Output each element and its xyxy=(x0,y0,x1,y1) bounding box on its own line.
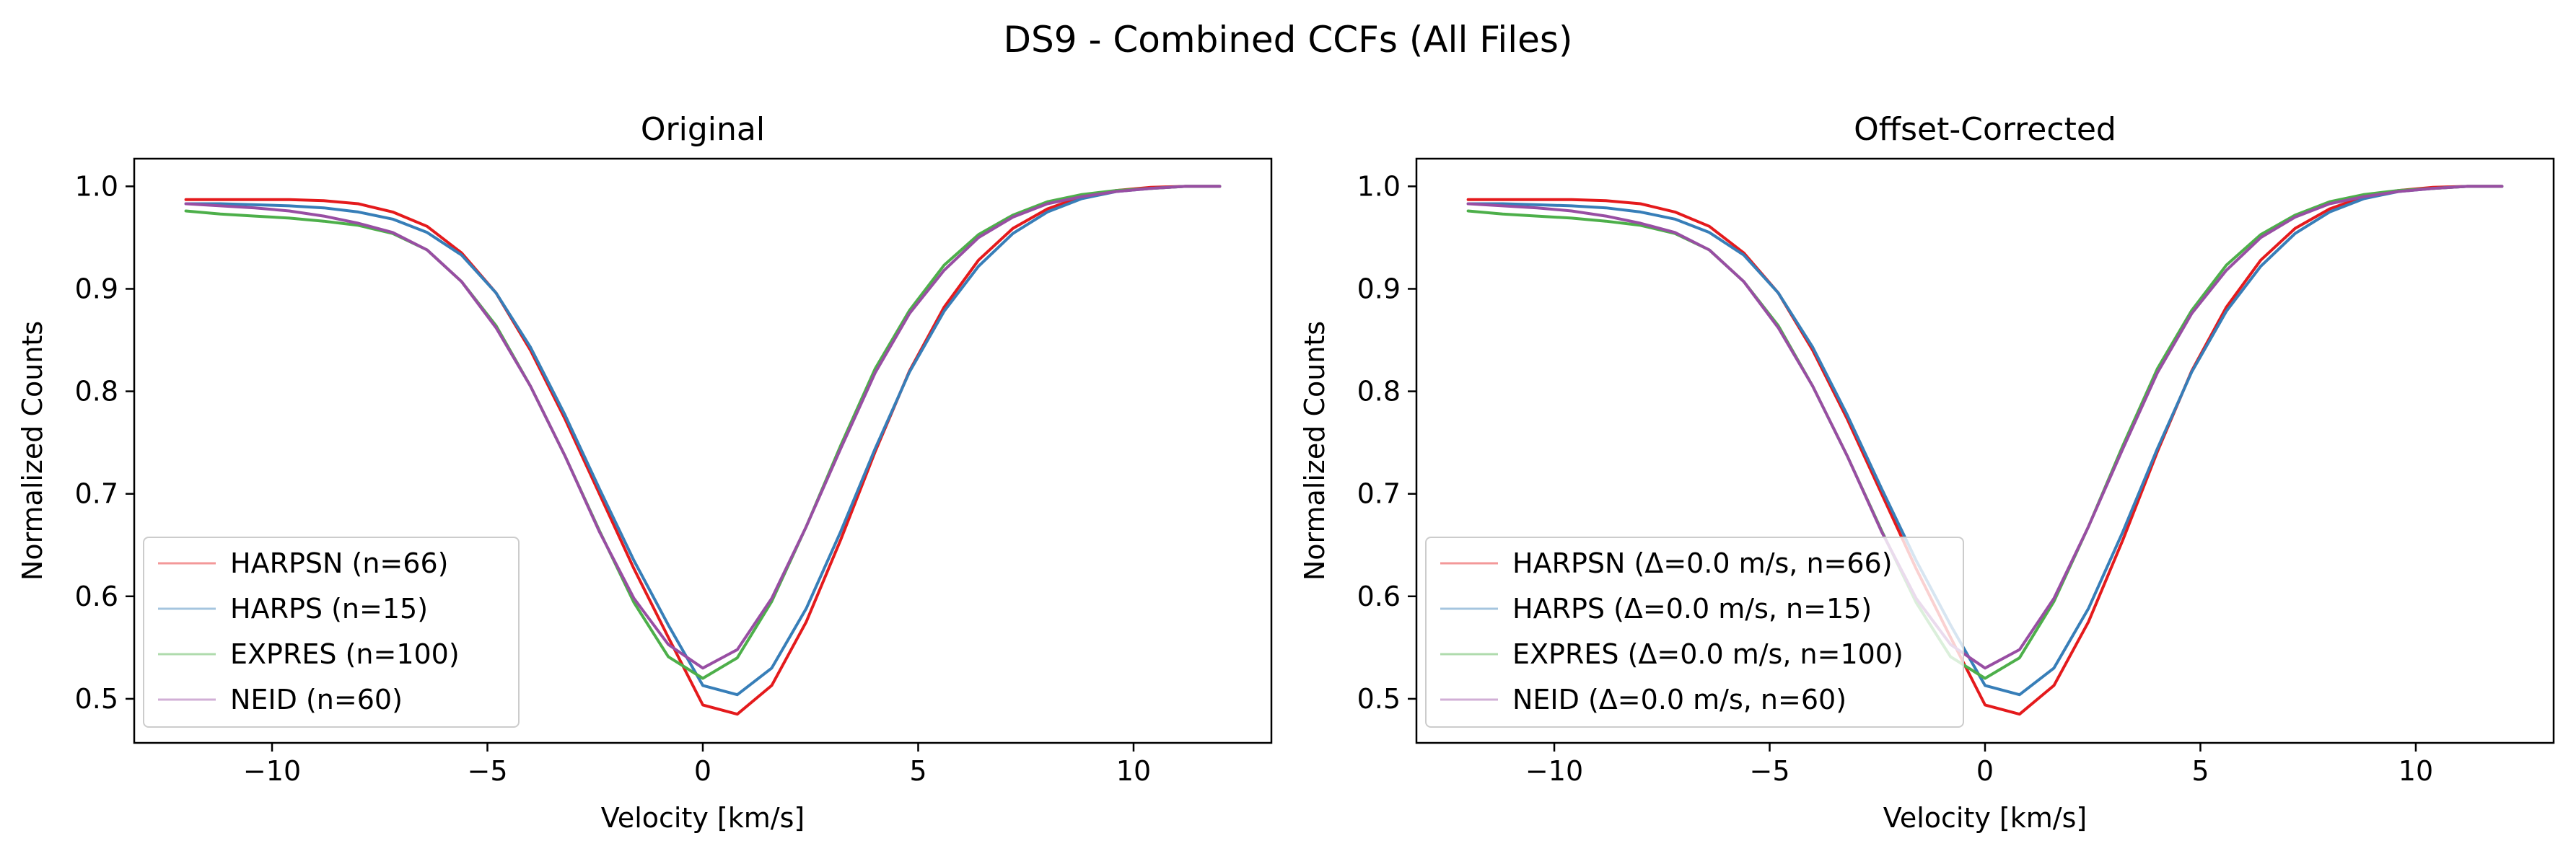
series-line-1 xyxy=(184,185,1222,716)
series-line-3 xyxy=(184,185,1222,680)
x-tick-label: 5 xyxy=(909,755,926,787)
series-line-2 xyxy=(1466,185,2504,697)
x-tick-label: 0 xyxy=(1976,755,1994,787)
y-tick-label: 0.7 xyxy=(75,478,118,510)
y-tick-label: 0.5 xyxy=(1357,683,1401,715)
y-axis-label: Normalized Counts xyxy=(17,321,48,581)
y-tick-label: 0.6 xyxy=(75,581,118,612)
y-axis-label: Normalized Counts xyxy=(1299,321,1331,581)
series-line-4 xyxy=(1466,185,2504,670)
y-tick-label: 0.8 xyxy=(1357,376,1401,408)
legend-label: NEID (n=60) xyxy=(230,684,403,715)
x-tick-label: 5 xyxy=(2191,755,2209,787)
y-tick-label: 0.6 xyxy=(1357,581,1401,612)
legend-label: HARPS (Δ=0.0 m/s, n=15) xyxy=(1512,593,1872,625)
y-tick-label: 0.9 xyxy=(1357,273,1401,304)
legend-label: EXPRES (Δ=0.0 m/s, n=100) xyxy=(1512,638,1903,670)
legend-label: HARPS (n=15) xyxy=(230,593,428,625)
series-line-4 xyxy=(184,185,1222,670)
x-axis-label: Velocity [km/s] xyxy=(1883,802,2087,834)
panel-title: Offset-Corrected xyxy=(1854,111,2116,148)
y-tick-label: 1.0 xyxy=(75,170,118,202)
chart-panel-1: −10 −5 0 5 10 0.5 0.6 0.7 0.8 0.9 1.0 Original Veloc… xyxy=(17,111,1273,834)
legend-label: HARPSN (Δ=0.0 m/s, n=66) xyxy=(1512,547,1893,579)
legend: HARPSN (n=66) HARPS (n=15) EXPRES (n=100) N… xyxy=(143,537,520,728)
x-tick-label: −5 xyxy=(467,755,507,787)
x-tick-label: −10 xyxy=(1525,755,1583,787)
legend-label: NEID (Δ=0.0 m/s, n=60) xyxy=(1512,684,1846,715)
y-tick-label: 0.8 xyxy=(75,376,118,408)
y-tick-label: 0.7 xyxy=(1357,478,1401,510)
legend-label: EXPRES (n=100) xyxy=(230,638,460,670)
figure-title: DS9 - Combined CCFs (All Files) xyxy=(1004,19,1573,61)
x-axis-label: Velocity [km/s] xyxy=(601,802,805,834)
legend-label: HARPSN (n=66) xyxy=(230,547,448,579)
x-tick-label: 10 xyxy=(1116,755,1151,787)
x-tick-label: −10 xyxy=(243,755,301,787)
y-tick-label: 1.0 xyxy=(1357,170,1401,202)
legend: HARPSN (Δ=0.0 m/s, n=66) HARPS (Δ=0.0 m/s… xyxy=(1425,537,1964,728)
x-tick-label: 10 xyxy=(2398,755,2433,787)
legend-box xyxy=(143,537,520,728)
legend-box xyxy=(1425,537,1964,728)
series-line-3 xyxy=(1466,185,2504,680)
y-tick-label: 0.9 xyxy=(75,273,118,304)
x-tick-label: 0 xyxy=(694,755,711,787)
y-tick-label: 0.5 xyxy=(75,683,118,715)
chart-panel-2: −10 −5 0 5 10 0.5 0.6 0.7 0.8 0.9 1.0 Offset-Correc… xyxy=(1299,111,2555,834)
series-line-1 xyxy=(1466,185,2504,716)
series-line-2 xyxy=(184,185,1222,697)
panel-title: Original xyxy=(641,111,765,148)
x-tick-label: −5 xyxy=(1749,755,1789,787)
